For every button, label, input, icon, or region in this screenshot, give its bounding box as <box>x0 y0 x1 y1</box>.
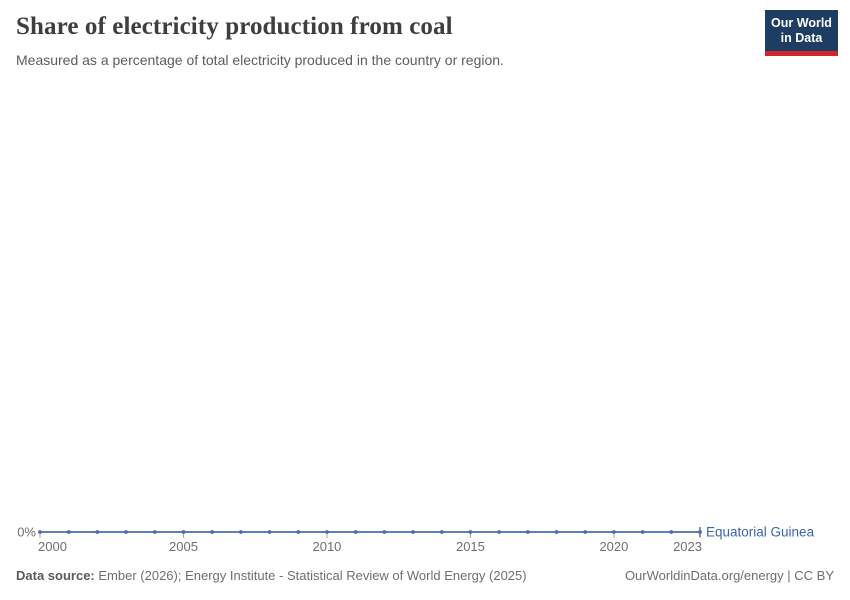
y-axis-label: 0% <box>17 525 36 540</box>
owid-logo: Our World in Data <box>765 10 838 56</box>
x-tick-label: 2015 <box>456 539 485 554</box>
data-point <box>525 530 530 534</box>
data-point <box>497 530 502 534</box>
data-source-label: Data source: <box>16 568 95 583</box>
data-point <box>554 530 559 534</box>
data-point <box>66 530 71 534</box>
chart-subtitle: Measured as a percentage of total electr… <box>16 52 504 68</box>
chart-title: Share of electricity production from coa… <box>16 13 453 40</box>
data-point <box>411 530 415 534</box>
data-point <box>238 530 243 534</box>
x-tick-label: 2005 <box>169 539 198 554</box>
data-point <box>640 530 645 534</box>
x-tick-label: 2023 <box>673 539 702 554</box>
data-point <box>95 530 100 534</box>
data-point <box>583 530 588 534</box>
data-point <box>612 530 616 534</box>
attribution-note: OurWorldinData.org/energy | CC BY <box>624 568 834 583</box>
data-point <box>439 530 444 534</box>
series-label: Equatorial Guinea <box>706 525 815 540</box>
owid-logo-line1: Our World <box>771 15 832 30</box>
owid-logo-line2: in Data <box>780 30 823 45</box>
x-tick-label: 2010 <box>312 539 341 554</box>
x-tick-label: 2000 <box>38 539 67 554</box>
data-point <box>152 530 157 534</box>
chart-header: Share of electricity production from coa… <box>16 12 750 69</box>
data-point <box>382 530 387 534</box>
chart-footer: Data source: Ember (2026); Energy Instit… <box>16 568 834 584</box>
data-point <box>267 530 272 534</box>
data-point <box>325 530 329 534</box>
data-source-text: Ember (2026); Energy Institute - Statist… <box>98 568 527 583</box>
data-point <box>296 530 301 534</box>
data-point <box>181 530 186 534</box>
data-point <box>124 530 128 534</box>
x-tick-label: 2020 <box>599 539 628 554</box>
data-source-note: Data source: Ember (2026); Energy Instit… <box>16 568 527 584</box>
data-point <box>669 530 674 534</box>
data-point <box>353 530 358 534</box>
data-point <box>38 530 42 534</box>
data-point <box>210 530 215 534</box>
data-point <box>698 530 702 534</box>
data-point <box>468 530 473 534</box>
